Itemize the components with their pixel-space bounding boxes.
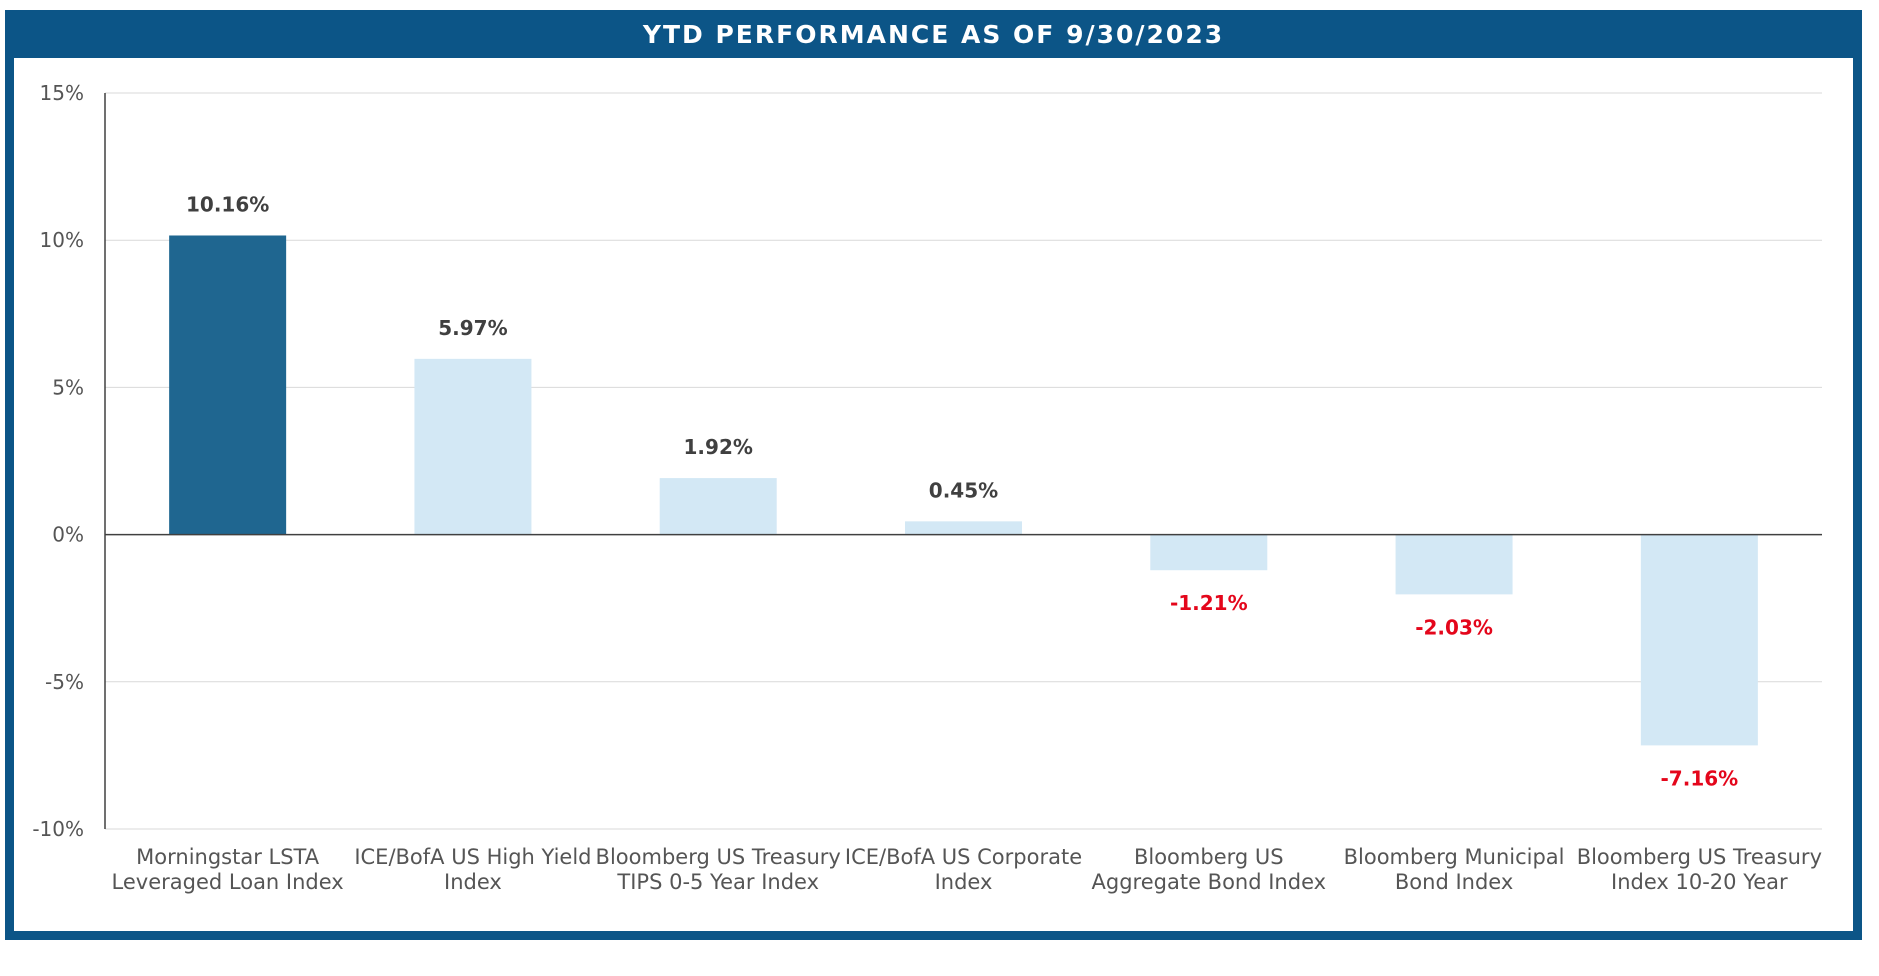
title-bar: YTD PERFORMANCE AS OF 9/30/2023 xyxy=(14,10,1853,58)
data-label: -1.21% xyxy=(1170,591,1248,615)
category-label: Index xyxy=(444,870,502,894)
data-label: 5.97% xyxy=(438,316,507,340)
data-label: 0.45% xyxy=(929,478,998,502)
chart-title: YTD PERFORMANCE AS OF 9/30/2023 xyxy=(642,19,1225,49)
y-tick-label: -5% xyxy=(45,670,84,694)
data-label: 1.92% xyxy=(684,435,753,459)
y-tick-label: 15% xyxy=(40,81,84,105)
category-label: Index 10-20 Year xyxy=(1611,870,1788,894)
category-label: Leveraged Loan Index xyxy=(112,870,344,894)
category-label: Bloomberg Municipal xyxy=(1344,845,1565,869)
category-label: ICE/BofA US High Yield xyxy=(354,845,591,869)
category-label: Aggregate Bond Index xyxy=(1092,870,1327,894)
category-label: Bond Index xyxy=(1395,870,1513,894)
bar xyxy=(1395,534,1513,595)
category-label: Bloomberg US xyxy=(1134,845,1284,869)
bar xyxy=(659,478,777,535)
category-label: Bloomberg US Treasury xyxy=(1577,845,1822,869)
data-label: 10.16% xyxy=(186,192,269,216)
y-tick-label: -10% xyxy=(32,817,84,841)
chart-frame: YTD PERFORMANCE AS OF 9/30/2023 xyxy=(5,10,1862,940)
category-label: ICE/BofA US Corporate xyxy=(845,845,1082,869)
y-tick-label: 5% xyxy=(52,375,84,399)
data-label: -2.03% xyxy=(1415,615,1493,639)
category-label: Morningstar LSTA xyxy=(136,845,320,869)
category-label: TIPS 0-5 Year Index xyxy=(616,870,819,894)
bar xyxy=(1640,534,1758,746)
bar xyxy=(414,358,532,535)
bar xyxy=(905,521,1022,535)
data-label: -7.16% xyxy=(1661,766,1739,790)
bar xyxy=(1150,534,1268,571)
category-label: Bloomberg US Treasury xyxy=(596,845,841,869)
bar xyxy=(169,235,287,535)
y-tick-label: 10% xyxy=(40,228,84,252)
y-tick-label: 0% xyxy=(52,523,84,547)
category-label: Index xyxy=(935,870,993,894)
